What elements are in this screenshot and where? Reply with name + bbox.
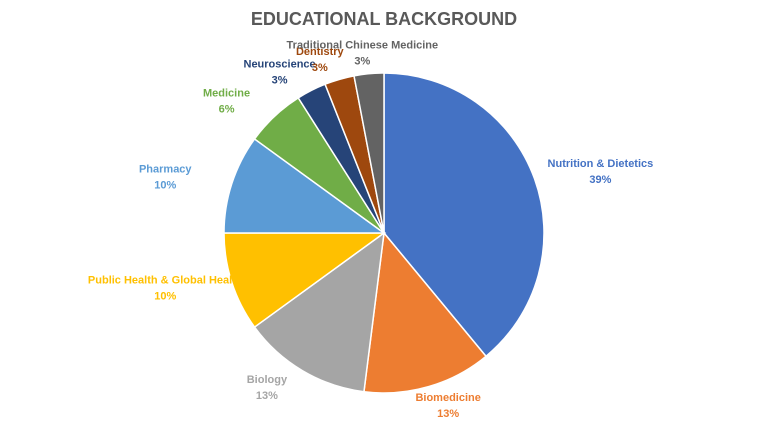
slice-value-label: 3% <box>354 56 370 68</box>
slice-label: Pharmacy <box>139 163 192 175</box>
pie-slice <box>253 231 385 393</box>
slice-label: Nutrition & Dietetics <box>548 158 654 170</box>
pie-slice <box>223 232 387 329</box>
slice-label: Medicine <box>203 88 250 100</box>
slice-label: Traditional Chinese Medicine <box>287 40 439 52</box>
slice-value-label: 6% <box>219 104 235 116</box>
slice-value-label: 10% <box>154 179 176 191</box>
slice-label: Neuroscience <box>244 59 316 71</box>
slice-label: Biomedicine <box>415 392 480 404</box>
slice-value-label: 3% <box>272 75 288 87</box>
slice-value-label: 10% <box>154 291 176 303</box>
slice-value-label: 13% <box>437 408 459 420</box>
chart-title: EDUCATIONAL BACKGROUND <box>251 9 517 29</box>
pie-slice <box>363 231 488 394</box>
slice-value-label: 3% <box>312 62 328 74</box>
slice-label: Biology <box>247 374 288 386</box>
slice-label: Public Health & Global Health <box>88 275 243 287</box>
slice-label: Dentistry <box>296 46 345 58</box>
slice-value-label: 13% <box>256 390 278 402</box>
slice-value-label: 39% <box>589 174 611 186</box>
pie-slice <box>383 72 545 358</box>
pie-slice <box>223 137 387 234</box>
pie-slice <box>353 72 385 234</box>
